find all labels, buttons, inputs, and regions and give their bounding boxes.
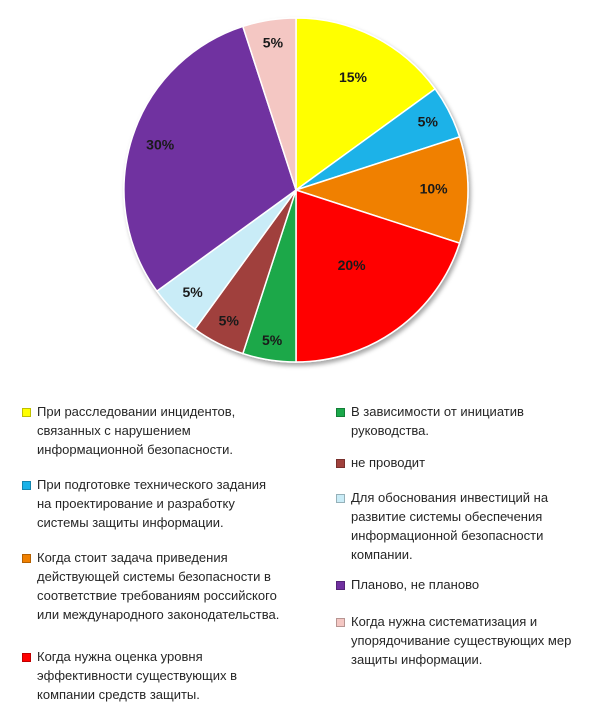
legend-item-8: Планово, не планово — [336, 575, 479, 594]
legend-swatch — [22, 554, 31, 563]
legend-label: При расследовании инцидентов, связанных … — [37, 404, 236, 457]
pie-slice-1 — [295, 17, 437, 192]
pie-slice-label-4: 20% — [338, 257, 367, 273]
legend-swatch — [336, 618, 345, 627]
legend-label: Когда нужна систематизация и упорядочива… — [351, 614, 572, 667]
pie-slice-8 — [123, 25, 297, 293]
pie-chart-svg: 15% 5% 10% 20% 5% 5% 5% 30% 5% — [123, 17, 469, 363]
legend-item-3: Когда стоит задача приведения действующе… — [22, 548, 279, 624]
pie-slice-label-1: 15% — [339, 69, 368, 85]
pie-data-labels: 15% 5% 10% 20% 5% 5% 5% 30% 5% — [146, 35, 448, 348]
pie-slice-label-7: 5% — [182, 284, 203, 300]
pie-slice-9 — [241, 17, 297, 191]
legend-label: Когда стоит задача приведения действующе… — [37, 550, 280, 622]
legend-label: не проводит — [351, 455, 426, 470]
legend-swatch — [22, 481, 31, 490]
legend: При расследовании инцидентов, связанных … — [0, 380, 600, 717]
legend-item-1: При расследовании инцидентов, связанных … — [22, 402, 235, 459]
legend-swatch — [22, 408, 31, 417]
legend-item-6: не проводит — [336, 453, 425, 472]
pie-chart: 15% 5% 10% 20% 5% 5% 5% 30% 5% — [123, 17, 469, 363]
legend-label: Планово, не планово — [351, 577, 480, 592]
legend-item-7: Для обоснования инвестиций на развитие с… — [336, 488, 548, 564]
pie-slice-label-5: 5% — [262, 332, 283, 348]
legend-swatch — [336, 581, 345, 590]
legend-swatch — [336, 459, 345, 468]
pie-slice-label-2: 5% — [418, 114, 439, 130]
legend-swatch — [336, 494, 345, 503]
legend-label: При подготовке технического задания на п… — [37, 477, 267, 530]
legend-item-4: Когда нужна оценка уровня эффективности … — [22, 647, 237, 704]
legend-swatch — [336, 408, 345, 417]
legend-item-2: При подготовке технического задания на п… — [22, 475, 266, 532]
pie-slice-3 — [293, 135, 469, 245]
legend-item-9: Когда нужна систематизация и упорядочива… — [336, 612, 571, 669]
legend-label: Для обоснования инвестиций на развитие с… — [351, 490, 549, 562]
pie-slice-label-6: 5% — [219, 313, 240, 329]
legend-item-5: В зависимости от инициатив руководства. — [336, 402, 524, 440]
pie-slice-label-8: 30% — [146, 137, 175, 153]
legend-label: Когда нужна оценка уровня эффективности … — [37, 649, 238, 702]
legend-swatch — [22, 653, 31, 662]
legend-label: В зависимости от инициатив руководства. — [351, 404, 524, 438]
pie-slices — [123, 17, 469, 363]
pie-slice-label-3: 10% — [420, 181, 449, 197]
pie-slice-4 — [295, 188, 461, 363]
pie-slice-label-9: 5% — [263, 35, 284, 51]
